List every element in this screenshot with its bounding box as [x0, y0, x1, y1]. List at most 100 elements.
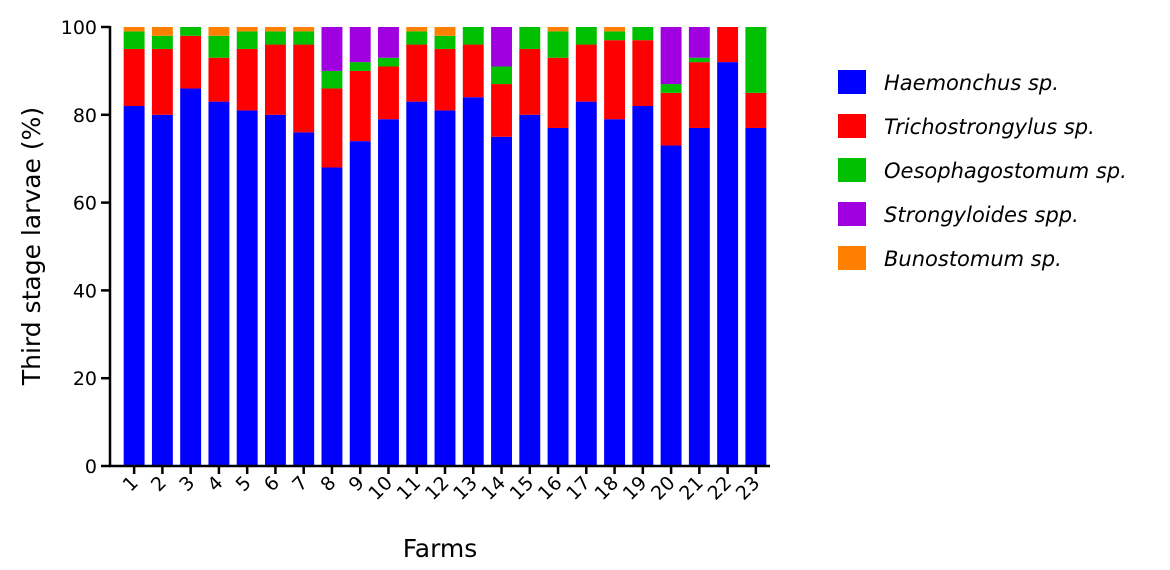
bar-segment-farm-5-series-1 — [236, 48, 258, 111]
bar-segment-farm-13-series-2 — [462, 27, 484, 45]
bar-segment-farm-12-series-1 — [434, 48, 456, 111]
legend-swatch — [838, 70, 866, 94]
x-tick-label: 9 — [345, 472, 369, 496]
bar-segment-farm-11-series-2 — [406, 31, 428, 45]
bar-segment-farm-4-series-2 — [208, 35, 230, 58]
bar-segment-farm-15-series-0 — [519, 114, 541, 467]
bar-segment-farm-12-series-4 — [434, 27, 456, 36]
bar-segment-farm-8-series-0 — [321, 167, 343, 467]
bar-segment-farm-23-series-1 — [745, 92, 767, 128]
bar-segment-farm-2-series-2 — [151, 35, 173, 49]
bar-segment-farm-18-series-1 — [604, 40, 626, 120]
bar-segment-farm-10-series-1 — [378, 66, 399, 120]
legend-label: Haemonchus sp. — [884, 71, 1059, 95]
bar-segment-farm-11-series-1 — [406, 44, 428, 102]
x-tick-label: 1 — [119, 472, 143, 496]
bar-segment-farm-4-series-4 — [208, 27, 230, 36]
x-tick-label: 5 — [232, 472, 256, 496]
bar-segment-farm-11-series-4 — [406, 27, 428, 32]
x-tick-label: 2 — [147, 472, 171, 496]
legend-label: Bunostomum sp. — [884, 247, 1062, 271]
bar-segment-farm-7-series-0 — [293, 132, 315, 467]
bar-segment-farm-12-series-2 — [434, 35, 456, 49]
y-ticks-group: 0 20 40 60 80 100 — [61, 17, 110, 478]
bar-segment-farm-10-series-0 — [378, 119, 399, 466]
bar-segment-farm-9-series-2 — [349, 62, 371, 71]
bar-segment-farm-3-series-2 — [180, 27, 202, 36]
y-tick-label: 0 — [85, 456, 97, 478]
bar-segment-farm-4-series-0 — [208, 101, 230, 466]
legend: Haemonchus sp. Trichostrongylus sp. Oesoph… — [838, 70, 1127, 271]
x-axis-title: Farms — [403, 534, 478, 563]
bar-segment-farm-8-series-2 — [321, 70, 343, 89]
bar-segment-farm-13-series-0 — [462, 97, 484, 467]
legend-swatch — [838, 246, 866, 270]
bar-segment-farm-20-series-0 — [660, 145, 682, 466]
bar-segment-farm-15-series-2 — [519, 27, 541, 49]
bar-segment-farm-7-series-4 — [293, 27, 315, 32]
bar-segment-farm-10-series-2 — [378, 57, 399, 67]
bar-segment-farm-14-series-0 — [491, 136, 512, 466]
bar-segment-farm-9-series-3 — [349, 27, 371, 63]
bars-group — [123, 27, 767, 467]
bar-segment-farm-16-series-4 — [547, 27, 569, 32]
bar-segment-farm-16-series-2 — [547, 31, 569, 58]
x-tick-label: 7 — [288, 472, 312, 496]
bar-segment-farm-17-series-0 — [575, 101, 597, 466]
bar-segment-farm-1-series-4 — [123, 27, 145, 32]
bar-segment-farm-23-series-0 — [745, 127, 767, 466]
bar-segment-farm-14-series-1 — [491, 84, 512, 137]
legend-swatch — [838, 158, 866, 182]
bar-segment-farm-2-series-0 — [151, 114, 173, 467]
legend-label: Trichostrongylus sp. — [884, 115, 1095, 139]
bar-segment-farm-18-series-4 — [604, 27, 626, 32]
bar-segment-farm-6-series-1 — [264, 44, 286, 115]
legend-label: Oesophagostomum sp. — [884, 159, 1127, 183]
bar-segment-farm-3-series-0 — [180, 88, 202, 467]
bar-segment-farm-14-series-3 — [491, 27, 512, 67]
x-tick-label: 4 — [203, 472, 227, 496]
bar-segment-farm-17-series-2 — [575, 27, 597, 45]
bar-segment-farm-3-series-1 — [180, 35, 202, 89]
bar-segment-farm-7-series-1 — [293, 44, 315, 133]
bar-segment-farm-6-series-4 — [264, 27, 286, 32]
bar-segment-farm-20-series-3 — [660, 27, 682, 85]
bar-segment-farm-20-series-2 — [660, 84, 682, 93]
bar-segment-farm-14-series-2 — [491, 66, 512, 85]
y-tick-label: 20 — [73, 368, 97, 390]
y-tick-label: 60 — [73, 193, 97, 215]
bar-segment-farm-15-series-1 — [519, 48, 541, 115]
bar-segment-farm-1-series-2 — [123, 31, 145, 49]
bar-segment-farm-16-series-0 — [547, 127, 569, 466]
bar-segment-farm-18-series-0 — [604, 119, 626, 466]
bar-segment-farm-6-series-0 — [264, 114, 286, 467]
bar-segment-farm-6-series-2 — [264, 31, 286, 45]
bar-segment-farm-9-series-1 — [349, 70, 371, 142]
bar-segment-farm-12-series-0 — [434, 110, 456, 466]
x-tick-label: 8 — [316, 472, 340, 496]
bar-segment-farm-10-series-3 — [378, 27, 399, 58]
bar-segment-farm-13-series-1 — [462, 44, 484, 98]
x-tick-label: 3 — [175, 472, 199, 496]
x-tick-label: 6 — [260, 472, 284, 496]
legend-swatch — [838, 114, 866, 138]
bar-segment-farm-20-series-1 — [660, 92, 682, 146]
bar-segment-farm-4-series-1 — [208, 57, 230, 102]
bar-segment-farm-17-series-1 — [575, 44, 597, 102]
y-tick-label: 100 — [61, 17, 97, 39]
legend-swatch — [838, 202, 866, 226]
bar-segment-farm-5-series-4 — [236, 27, 258, 32]
bar-segment-farm-19-series-0 — [632, 106, 654, 467]
y-axis-title: Third stage larvae (%) — [17, 107, 46, 386]
bar-segment-farm-8-series-1 — [321, 88, 343, 168]
bar-segment-farm-16-series-1 — [547, 57, 569, 128]
bar-segment-farm-19-series-2 — [632, 27, 654, 41]
bar-segment-farm-5-series-2 — [236, 31, 258, 49]
bar-segment-farm-19-series-1 — [632, 40, 654, 107]
bar-segment-farm-2-series-4 — [151, 27, 173, 36]
bar-segment-farm-1-series-0 — [123, 106, 145, 467]
legend-label: Strongyloides spp. — [884, 203, 1079, 227]
y-tick-label: 40 — [73, 280, 97, 302]
bar-segment-farm-2-series-1 — [151, 48, 173, 115]
